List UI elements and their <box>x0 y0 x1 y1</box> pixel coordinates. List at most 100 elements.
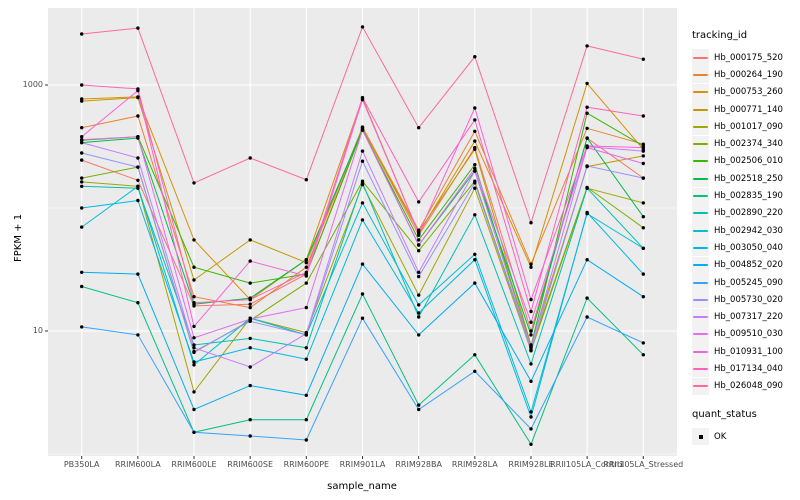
legend-item-Hb_000753_260: Hb_000753_260 <box>692 83 800 101</box>
data-point <box>473 281 477 285</box>
data-point <box>136 165 140 169</box>
x-axis-title: sample_name <box>327 481 397 492</box>
data-point <box>304 393 308 397</box>
legend-item-Hb_002890_220: Hb_002890_220 <box>692 204 800 222</box>
y-tick-label: 1000 <box>22 80 43 89</box>
data-point <box>360 25 365 29</box>
data-point <box>80 151 84 155</box>
legend-item-Hb_000264_190: Hb_000264_190 <box>692 66 800 84</box>
data-point <box>529 329 533 333</box>
data-point <box>585 164 589 168</box>
data-point <box>80 176 84 180</box>
legend-item-Hb_017134_040: Hb_017134_040 <box>692 360 800 378</box>
data-point <box>529 309 533 314</box>
data-point <box>248 305 252 310</box>
legend-item-Hb_004852_020: Hb_004852_020 <box>692 256 800 274</box>
data-point <box>248 297 252 302</box>
data-point <box>641 246 645 250</box>
data-point <box>529 333 533 337</box>
data-point <box>80 284 84 289</box>
data-point <box>136 26 140 30</box>
data-point <box>585 210 589 215</box>
data-point <box>248 281 252 285</box>
x-tick-label: RRIM928LE <box>508 460 554 469</box>
legend-item-Hb_002506_010: Hb_002506_010 <box>692 152 800 170</box>
data-point <box>585 44 589 48</box>
data-point <box>585 105 589 109</box>
x-tick-label: RRIM600LA <box>114 460 161 469</box>
x-tick-label: RRIM928LA <box>451 460 498 469</box>
legend-key-line-icon <box>692 49 709 67</box>
data-point <box>417 293 421 297</box>
legend-item-Hb_000771_140: Hb_000771_140 <box>692 101 800 119</box>
data-point <box>192 346 196 350</box>
data-point <box>192 343 196 347</box>
legend-key-line-icon <box>692 187 709 205</box>
legend-title-tracking-id: tracking_id <box>692 30 748 41</box>
data-point <box>473 258 477 262</box>
data-point <box>417 231 421 236</box>
data-point <box>192 430 196 434</box>
legend-key-line-icon <box>692 274 709 291</box>
data-point <box>192 349 196 354</box>
data-point <box>417 249 421 253</box>
data-point <box>80 137 84 142</box>
legend-key-line-icon <box>692 239 709 257</box>
data-point <box>529 262 533 266</box>
data-point <box>585 111 589 115</box>
data-point <box>473 147 477 151</box>
legend-item-Hb_000175_520: Hb_000175_520 <box>692 49 800 67</box>
data-point <box>641 149 645 153</box>
data-point <box>585 296 589 300</box>
legend-item-label: Hb_005730_020 <box>714 294 783 305</box>
legend-item-Hb_005245_090: Hb_005245_090 <box>692 274 800 291</box>
data-point <box>360 292 365 296</box>
data-point <box>585 144 589 148</box>
legend-key-line-icon <box>692 308 709 326</box>
legend-items-quant: OK <box>692 428 800 446</box>
data-point <box>360 316 365 320</box>
data-point <box>417 126 421 130</box>
data-point <box>192 295 196 299</box>
data-point <box>529 379 533 383</box>
data-point <box>192 360 196 364</box>
legend-key-line-icon <box>692 343 709 361</box>
legend-item-label: Hb_002890_220 <box>714 208 783 219</box>
data-point <box>641 154 645 158</box>
x-tick-label: RRIM928BA <box>395 460 442 469</box>
data-point <box>136 333 140 337</box>
legend-item-label: Hb_002835_190 <box>714 191 783 202</box>
legend-key-line-icon <box>692 83 709 101</box>
data-point <box>473 106 477 110</box>
data-point <box>304 418 308 422</box>
data-point <box>641 215 645 219</box>
data-point <box>192 181 196 185</box>
data-point <box>136 198 140 203</box>
data-point <box>304 438 308 442</box>
data-point <box>192 407 196 412</box>
data-point <box>304 178 308 182</box>
legend-key-line-icon <box>692 256 709 274</box>
data-point <box>417 403 421 407</box>
data-point <box>80 83 84 87</box>
data-point <box>473 166 477 171</box>
data-point <box>304 274 308 278</box>
legend-item-Hb_003050_040: Hb_003050_040 <box>692 239 800 257</box>
legend-key-line-icon <box>692 101 709 119</box>
data-point <box>304 258 308 262</box>
legend-item-label: Hb_002374_340 <box>714 139 783 150</box>
data-point <box>360 95 365 100</box>
data-point <box>80 180 84 184</box>
data-point <box>473 139 477 143</box>
data-point <box>304 270 308 274</box>
data-point <box>248 336 252 341</box>
data-point <box>136 114 140 118</box>
x-tick-label: RRII105LA_Stressed <box>603 460 684 469</box>
legend-title-quant-status: quant_status <box>692 408 757 420</box>
data-point <box>304 346 308 350</box>
data-point <box>248 238 252 242</box>
data-point <box>417 303 421 307</box>
legend-item-Hb_026048_090: Hb_026048_090 <box>692 377 800 395</box>
data-point <box>417 315 421 319</box>
data-point <box>641 145 645 150</box>
